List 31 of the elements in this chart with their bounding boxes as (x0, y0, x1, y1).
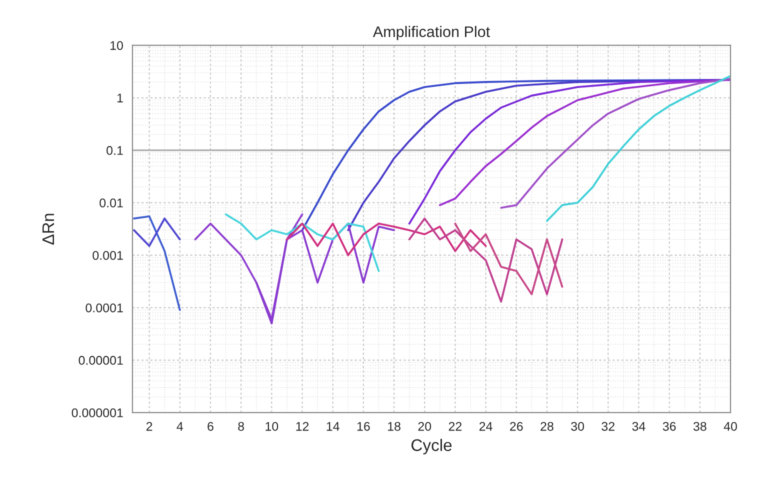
x-tick-label: 22 (448, 422, 462, 431)
x-axis-title: Cycle (412, 438, 452, 454)
x-tick-label: 8 (238, 422, 244, 431)
x-tick-label: 36 (662, 422, 676, 431)
y-tick-label: 0.1 (106, 146, 123, 155)
chart-title: Amplification Plot (372, 26, 490, 40)
y-tick-label: 0.001 (92, 250, 123, 260)
y-axis-title: ΔRn (42, 214, 54, 245)
y-tick-label: 10 (110, 41, 123, 50)
x-tick-label: 30 (571, 422, 584, 431)
y-tick-label: 0.01 (100, 198, 123, 208)
x-tick-label: 10 (266, 422, 278, 431)
x-tick-label: 40 (724, 422, 737, 431)
x-tick-label: 18 (388, 422, 400, 431)
x-tick-label: 24 (479, 422, 492, 431)
x-tick-label: 6 (208, 422, 214, 431)
y-tick-label: 1 (117, 94, 123, 102)
x-tick-label: 28 (540, 422, 554, 431)
x-tick-label: 14 (326, 422, 340, 431)
x-tick-label: 16 (357, 422, 370, 431)
x-tick-label: 34 (632, 422, 646, 431)
x-tick-label: 12 (296, 422, 309, 431)
y-tick-label: 0.0001 (86, 303, 123, 312)
x-tick-label: 2 (146, 422, 152, 431)
y-tick-label: 0.00001 (78, 356, 123, 365)
x-tick-label: 26 (510, 422, 523, 431)
x-tick-label: 4 (176, 422, 183, 431)
y-tick-label: 0.000001 (72, 408, 123, 418)
x-tick-label: 38 (693, 422, 706, 431)
x-tick-label: 20 (418, 422, 432, 431)
x-tick-label: 32 (602, 422, 614, 431)
